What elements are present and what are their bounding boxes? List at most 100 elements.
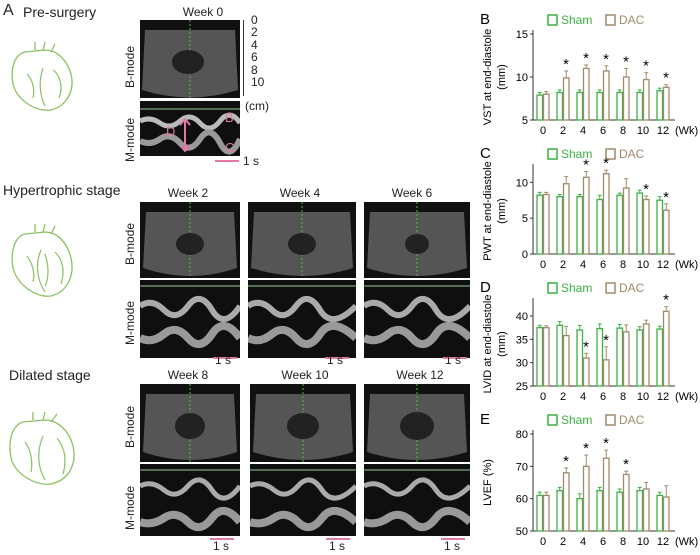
x-tick-label: 2 — [560, 536, 566, 548]
x-tick-label: 6 — [600, 259, 606, 271]
legend-label: Sham — [561, 413, 592, 427]
bar-dac — [582, 357, 590, 387]
mmode-image-week-8 — [140, 464, 240, 536]
bar-dac — [582, 465, 590, 532]
stage-title-dilated: Dilated stage — [9, 367, 91, 383]
bar-dac — [602, 457, 610, 532]
depth-tick: 8 — [251, 62, 258, 77]
x-axis-unit: (Wk) — [675, 125, 698, 137]
week-label-0: Week 0 — [182, 5, 224, 19]
depth-unit: (cm) — [245, 99, 269, 113]
x-tick-label: 10 — [637, 259, 649, 271]
x-tick-label: 12 — [657, 536, 669, 548]
y-tick-label: 70 — [516, 461, 528, 473]
x-tick-label: 10 — [637, 391, 649, 403]
mmode-label-row1: M-mode — [123, 117, 137, 162]
x-tick-label: 2 — [560, 125, 566, 137]
x-tick-label: 6 — [600, 536, 606, 548]
bar-dac — [562, 183, 570, 255]
legend-label: DAC — [619, 281, 645, 295]
x-tick-label: 0 — [540, 391, 546, 403]
significance-asterisk: * — [663, 70, 669, 87]
x-tick-label: 4 — [580, 536, 586, 548]
week-label-12: Week 12 — [396, 368, 444, 382]
week-label-2: Week 2 — [167, 186, 209, 200]
bar-dac — [622, 473, 630, 532]
time-scalebar-label-row2-a: 1 s — [215, 353, 232, 367]
bar-sham — [556, 324, 564, 387]
mmode-image-week-2 — [140, 280, 240, 358]
legend-label: Sham — [561, 13, 592, 27]
chart-b: B Sham DAC 5 10 15 VST at end-diastole (mm) 0 * 2 *… — [480, 11, 698, 137]
y-tick-label: 10 — [516, 177, 528, 189]
bar-sham — [536, 494, 544, 532]
bmode-image-week-4 — [248, 202, 356, 278]
bar-sham — [636, 329, 644, 387]
bmode-label-row1: B-mode — [123, 45, 137, 88]
bar-sham — [616, 491, 624, 532]
legend-swatch — [547, 414, 558, 426]
significance-asterisk: * — [563, 453, 569, 470]
x-tick-label: 4 — [580, 391, 586, 403]
legend-swatch — [605, 14, 616, 26]
significance-asterisk: * — [603, 332, 609, 349]
x-tick-label: 8 — [620, 536, 626, 548]
bar-sham — [656, 199, 664, 255]
x-tick-label: 8 — [620, 259, 626, 271]
bar-sham — [596, 327, 604, 387]
bar-sham — [616, 194, 624, 255]
legend-label: Sham — [561, 281, 592, 295]
bar-sham — [596, 489, 604, 532]
x-tick-label: 0 — [540, 536, 546, 548]
significance-asterisk: * — [583, 157, 589, 174]
time-scalebar-label-row3-b: 1 s — [329, 539, 346, 553]
bar-dac — [582, 176, 590, 255]
legend-swatch — [605, 148, 616, 160]
significance-asterisk: * — [643, 181, 649, 198]
x-tick-label: 12 — [657, 391, 669, 403]
panel-a-letter: A — [3, 2, 14, 19]
x-tick-label: 6 — [600, 391, 606, 403]
bar-sham — [576, 91, 584, 121]
bar-sham — [656, 328, 664, 387]
x-tick-label: 2 — [560, 259, 566, 271]
significance-asterisk: * — [603, 155, 609, 172]
y-tick-label: 5 — [522, 213, 528, 225]
y-tick-label: 25 — [516, 381, 528, 393]
bar-sham — [636, 489, 644, 532]
depth-tick: 2 — [251, 25, 258, 40]
bar-sham — [556, 91, 564, 121]
mmode-marker-b: B — [225, 110, 234, 125]
week-label-10: Week 10 — [281, 368, 329, 382]
legend-swatch — [547, 148, 558, 160]
heart-icon-dilated — [9, 411, 75, 485]
bar-dac — [562, 334, 570, 387]
bar-dac — [662, 86, 670, 121]
y-tick-label: 60 — [516, 494, 528, 506]
bar-dac — [582, 67, 590, 121]
x-tick-label: 4 — [580, 259, 586, 271]
mmode-marker-d: D — [166, 124, 176, 139]
x-tick-label: 12 — [657, 125, 669, 137]
time-scalebar-row2-b — [325, 357, 349, 359]
depth-ruler — [243, 20, 247, 96]
x-axis-unit: (Wk) — [675, 259, 698, 271]
significance-asterisk: * — [623, 456, 629, 473]
bar-dac — [642, 198, 650, 255]
y-tick-label: 0 — [522, 249, 528, 261]
significance-asterisk: * — [583, 50, 589, 67]
legend-swatch — [605, 282, 616, 294]
x-tick-label: 10 — [637, 125, 649, 137]
mmode-image-week-12 — [364, 464, 470, 536]
bar-sham — [536, 94, 544, 121]
significance-asterisk: * — [603, 435, 609, 452]
depth-tick: 6 — [251, 50, 258, 65]
mmode-marker-c: C — [225, 140, 235, 155]
x-axis-unit: (Wk) — [675, 391, 698, 403]
x-tick-label: 8 — [620, 391, 626, 403]
panel-letter: E — [480, 411, 490, 428]
bar-dac — [542, 327, 550, 387]
legend-label: DAC — [619, 413, 645, 427]
bmode-image-week-6 — [364, 202, 470, 278]
bar-sham — [556, 489, 564, 532]
